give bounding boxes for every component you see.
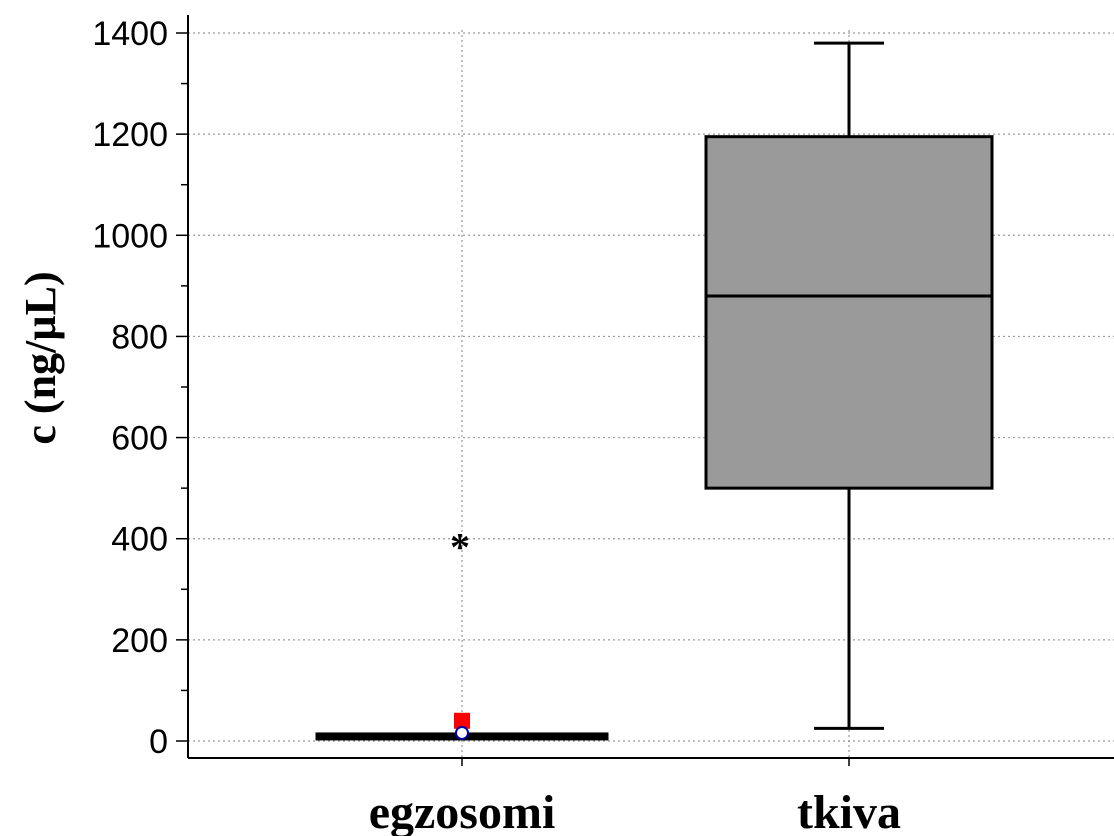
y-tick-label: 1400 [92,15,168,53]
boxes: * [315,41,994,741]
x-category-label: egzosomi [369,786,556,836]
box-group-tkiva [704,41,994,730]
axes [176,15,1114,766]
y-axis-title: c (ng/µL) [16,271,65,444]
median-marker [455,725,469,740]
y-tick-label: 200 [111,622,168,660]
box-group-egzosomi: * [315,525,609,741]
box-body [704,135,994,490]
x-category-label: tkiva [797,786,901,836]
y-tick-label: 0 [149,723,168,761]
y-tick-label: 1200 [92,116,168,154]
y-tick-label: 600 [111,420,168,458]
labels: c (ng/µL) 0 200 400 600 800 1000 1200 1400 egzos… [16,15,901,836]
y-tick-label: 800 [111,318,168,356]
y-tick-label: 1000 [92,217,168,255]
outlier-marker: * [450,525,470,570]
y-tick-label: 400 [111,521,168,559]
mean-marker [454,712,470,729]
